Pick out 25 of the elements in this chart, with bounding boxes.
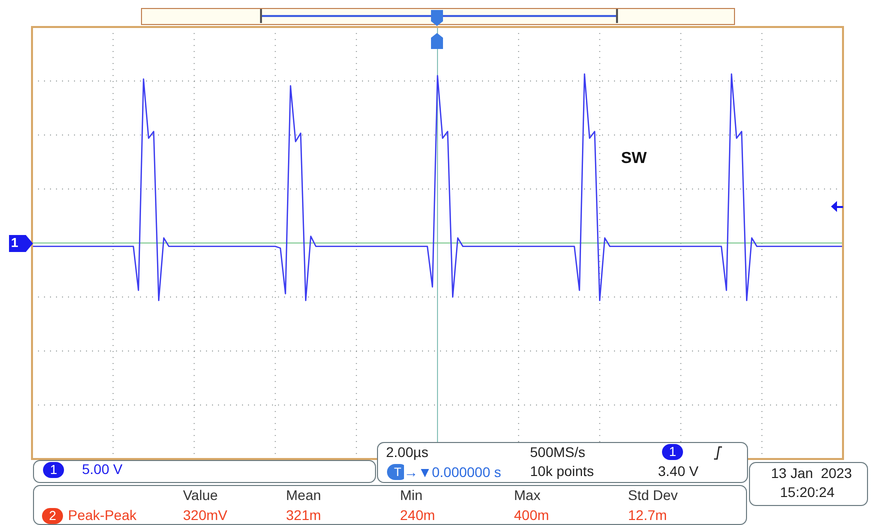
- text: 2.00µs: [386, 444, 428, 460]
- text: 400m: [514, 507, 550, 523]
- text: Value: [183, 487, 218, 503]
- text: 13 Jan 2023: [771, 465, 852, 481]
- text: 12.7m: [628, 507, 667, 523]
- text: 1: [11, 235, 18, 251]
- text: Min: [400, 487, 423, 503]
- text: 2: [42, 508, 64, 524]
- text: →▼0.000000 s: [404, 464, 502, 480]
- text: 15:20:24: [780, 484, 834, 500]
- text: 1: [662, 444, 684, 460]
- text: Peak-Peak: [68, 507, 136, 523]
- text: Mean: [286, 487, 322, 503]
- text: 320mV: [183, 507, 228, 523]
- text: 1: [43, 462, 64, 478]
- text: Std Dev: [628, 487, 678, 503]
- text: 240m: [400, 507, 436, 523]
- annotation: SW: [621, 150, 647, 167]
- text: Max: [514, 487, 540, 503]
- text: 321m: [286, 507, 322, 523]
- text: T: [394, 465, 402, 479]
- text: 5.00 V: [82, 461, 122, 477]
- text: 500MS/s: [530, 444, 586, 460]
- text: 10k points: [530, 463, 594, 479]
- text: 3.40 V: [658, 463, 698, 479]
